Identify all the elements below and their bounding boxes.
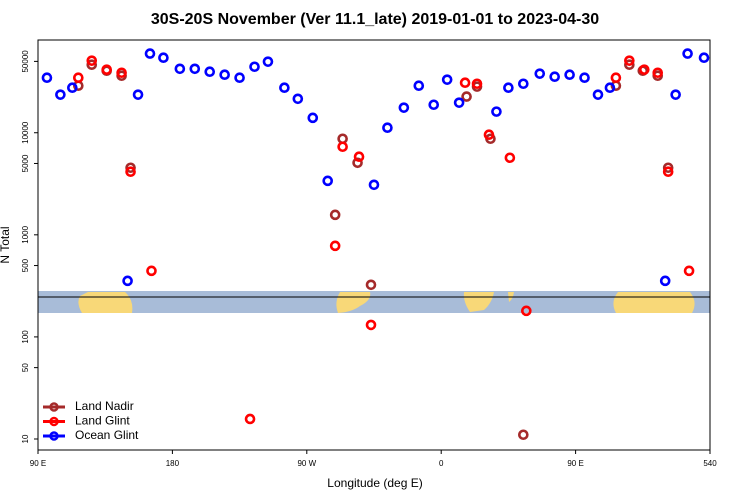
point — [521, 305, 532, 317]
point — [158, 52, 169, 64]
point — [101, 64, 112, 75]
legend-label: Land Glint — [75, 414, 130, 428]
point — [329, 209, 341, 221]
point — [662, 166, 674, 178]
point — [125, 166, 136, 178]
point — [174, 63, 186, 75]
point — [322, 175, 334, 187]
point — [234, 72, 245, 84]
point — [116, 67, 127, 79]
point — [329, 240, 341, 252]
point — [471, 78, 483, 90]
x-tick-label: 540 — [703, 459, 717, 468]
point — [146, 265, 157, 277]
x-tick-label: 90 W — [297, 459, 316, 468]
point — [503, 82, 514, 94]
point — [398, 102, 410, 113]
y-tick-label: 1000 — [21, 225, 30, 243]
point — [682, 48, 693, 59]
point — [504, 152, 516, 164]
point — [683, 265, 695, 277]
point — [292, 93, 304, 105]
land — [78, 292, 133, 313]
point — [659, 275, 671, 287]
point — [441, 74, 453, 85]
point — [382, 122, 393, 134]
point — [122, 275, 133, 287]
point — [41, 72, 53, 84]
point — [549, 71, 560, 82]
legend-marker — [49, 416, 59, 427]
legend-marker — [49, 402, 59, 412]
point — [337, 141, 348, 153]
point — [55, 89, 66, 100]
point — [86, 55, 98, 66]
point — [353, 151, 365, 163]
y-tick-label: 50000 — [21, 50, 30, 73]
point — [365, 319, 377, 331]
plot-frame — [37, 39, 711, 451]
point — [73, 72, 84, 84]
point — [368, 179, 380, 191]
point — [244, 413, 256, 425]
point — [219, 69, 230, 81]
point — [352, 157, 363, 169]
point — [249, 61, 260, 73]
point — [428, 99, 440, 111]
x-tick-label: 180 — [166, 459, 180, 468]
point — [579, 72, 590, 84]
point — [189, 63, 201, 75]
point — [610, 72, 622, 84]
y-axis-label: N Total — [0, 226, 12, 263]
point — [534, 68, 546, 79]
point — [125, 162, 136, 174]
point — [279, 82, 290, 94]
point — [670, 89, 681, 100]
point — [262, 56, 274, 67]
point — [461, 91, 472, 102]
ocean-strip — [38, 291, 710, 313]
point — [604, 82, 616, 94]
point — [564, 69, 575, 81]
point — [67, 82, 78, 94]
point — [638, 64, 650, 75]
point — [365, 279, 377, 291]
chart-title: 30S-20S November (Ver 11.1_late) 2019-01… — [151, 11, 599, 28]
legend-label: Land Nadir — [75, 399, 134, 413]
point — [204, 66, 216, 78]
point — [662, 162, 674, 174]
x-tick-label: 90 E — [30, 459, 46, 468]
point — [624, 59, 635, 71]
y-tick-label: 5000 — [21, 154, 30, 172]
x-tick-label: 0 — [439, 459, 444, 468]
y-tick-label: 500 — [21, 258, 30, 272]
point — [518, 78, 529, 90]
point — [624, 55, 635, 66]
land — [613, 292, 695, 313]
point — [459, 77, 471, 89]
point — [652, 67, 664, 79]
point — [132, 89, 144, 100]
point — [144, 48, 156, 59]
point — [518, 429, 529, 441]
point — [307, 112, 319, 124]
point — [413, 80, 425, 91]
y-tick-label: 10000 — [21, 121, 30, 144]
legend-marker — [49, 431, 59, 441]
y-tick-label: 100 — [21, 330, 30, 344]
point — [491, 106, 502, 117]
legend-label: Ocean Glint — [75, 428, 139, 442]
x-tick-label: 90 E — [567, 459, 583, 468]
point — [698, 52, 710, 64]
map-strip — [38, 291, 710, 313]
x-axis-label: Longitude (deg E) — [327, 476, 422, 490]
point — [453, 97, 465, 108]
point — [483, 129, 495, 141]
y-tick-label: 50 — [21, 363, 30, 372]
point — [86, 59, 98, 71]
point — [592, 89, 604, 100]
y-tick-label: 10 — [21, 434, 30, 443]
